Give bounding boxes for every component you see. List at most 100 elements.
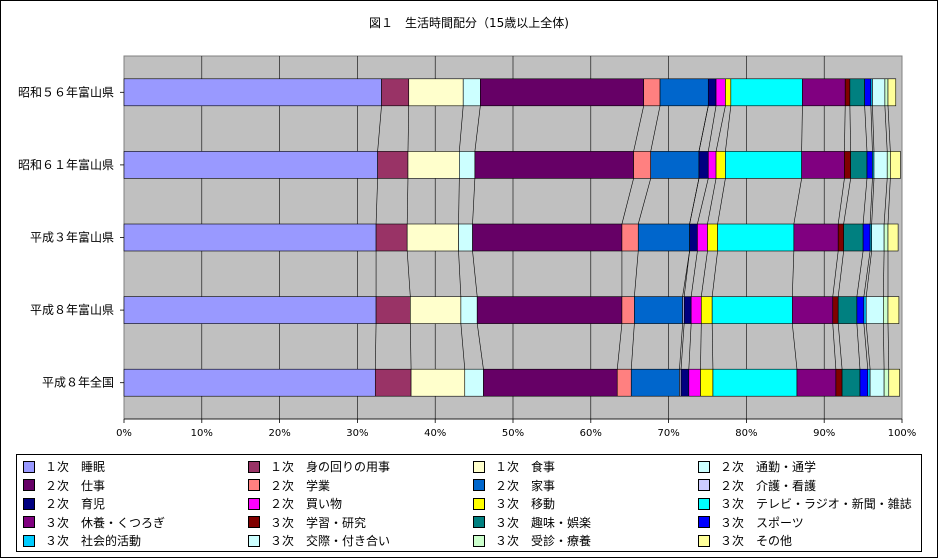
legend-swatch — [698, 516, 710, 528]
bar-segment — [621, 296, 635, 324]
bar-segment — [680, 368, 690, 397]
bar-segment — [381, 78, 410, 107]
bar-segment — [856, 296, 865, 324]
legend-swatch — [473, 460, 485, 473]
series-connector — [458, 178, 460, 225]
series-connector — [832, 250, 839, 297]
legend-item: ３次 休養・くつろぎ — [23, 514, 165, 531]
legend-item: ３次 その他 — [698, 532, 792, 549]
series-connector — [862, 178, 868, 225]
series-connector — [650, 105, 661, 152]
legend-label: １次 食事 — [495, 460, 556, 474]
bar-segment — [711, 296, 793, 324]
series-connector — [717, 178, 726, 225]
legend-swatch — [698, 479, 710, 491]
legend-label: ３次 受診・療養 — [495, 534, 592, 548]
category-label: 平成３年富山県 — [30, 230, 114, 245]
legend-label: ２次 介護・看護 — [720, 478, 817, 493]
bar-segment — [862, 223, 871, 252]
series-connector — [883, 250, 885, 297]
legend-label: １次 睡眠 — [45, 460, 106, 474]
bar-segment — [717, 223, 795, 252]
bar-segment — [883, 223, 889, 252]
legend-label: ２次 仕事 — [45, 478, 106, 493]
x-tick-label: 40% — [424, 428, 446, 439]
bar-segment — [841, 368, 861, 397]
series-connector — [793, 178, 802, 225]
legend-label: １次 身の回りの用事 — [270, 460, 391, 474]
legend-label: ３次 テレビ・ラジオ・新聞・雑誌 — [720, 497, 912, 511]
series-connector — [792, 323, 798, 370]
series-connector — [725, 105, 732, 152]
bar-segment — [407, 151, 460, 179]
bar-segment — [873, 151, 888, 179]
series-connector — [698, 105, 709, 152]
bar-segment — [890, 151, 901, 179]
series-connector — [374, 323, 377, 370]
series-connector — [407, 105, 410, 152]
bar-segment — [375, 296, 411, 324]
legend-label: ３次 休養・くつろぎ — [45, 515, 166, 530]
bar-segment — [865, 296, 884, 324]
bar-segment — [792, 296, 834, 324]
series-connector — [864, 105, 868, 152]
series-connector — [707, 178, 717, 225]
legend-label: ３次 趣味・娯楽 — [495, 515, 592, 530]
series-connector — [683, 250, 690, 297]
bar-segment — [888, 368, 900, 397]
legend-label: ３次 交際・付き合い — [270, 534, 391, 548]
series-connector — [634, 250, 639, 297]
x-tick-label: 20% — [268, 428, 290, 439]
series-connector — [474, 105, 481, 152]
bar-segment — [458, 223, 473, 252]
legend-item: ３次 移動 — [473, 495, 555, 512]
bar-segment — [867, 368, 871, 397]
bar-segment — [844, 151, 851, 179]
bar-segment — [630, 368, 680, 397]
bar-segment — [476, 296, 623, 324]
series-connector — [887, 178, 891, 225]
series-connector — [863, 323, 869, 370]
bar-segment — [863, 296, 867, 324]
legend-swatch — [473, 516, 485, 528]
bar-segment — [864, 78, 872, 107]
legend-swatch — [473, 534, 485, 547]
bar-segment — [712, 368, 798, 397]
bar-segment — [715, 151, 726, 179]
bar-segment — [887, 223, 899, 252]
series-connector — [406, 178, 409, 225]
bar-segment — [689, 223, 698, 252]
series-connector — [865, 250, 872, 297]
series-connector — [680, 323, 685, 370]
bar-segment — [123, 368, 376, 397]
category-label: 昭和６１年富山県 — [18, 157, 114, 172]
bar-segment — [884, 78, 889, 107]
series-connector — [856, 250, 864, 297]
bar-segment — [796, 368, 837, 397]
bar-segment — [837, 223, 844, 252]
legend-label: ３次 社会的活動 — [45, 534, 142, 548]
series-connector — [844, 105, 846, 152]
bar-segment — [849, 78, 865, 107]
series-connector — [700, 323, 702, 370]
series-connector — [460, 323, 466, 370]
bar-segment — [886, 151, 891, 179]
bar-segment — [802, 78, 846, 107]
x-tick-label: 10% — [191, 428, 213, 439]
legend-swatch — [698, 534, 710, 547]
legend-swatch — [248, 534, 260, 547]
series-connector — [406, 250, 411, 297]
x-tick-label: 70% — [657, 428, 679, 439]
series-connector — [884, 105, 888, 152]
legend-swatch — [698, 497, 710, 510]
bar-segment — [700, 368, 714, 397]
bar-segment — [621, 223, 639, 252]
bar-segment — [474, 151, 634, 179]
bar-segment — [483, 368, 618, 397]
series-connector — [883, 178, 888, 225]
chart-title: 図１ 生活時間配分（15歳以上全体) — [369, 16, 569, 30]
bar-segment — [637, 223, 690, 252]
series-connector — [707, 105, 717, 152]
legend-item: ２次 学業 — [248, 477, 330, 494]
bar-segment — [123, 151, 378, 179]
